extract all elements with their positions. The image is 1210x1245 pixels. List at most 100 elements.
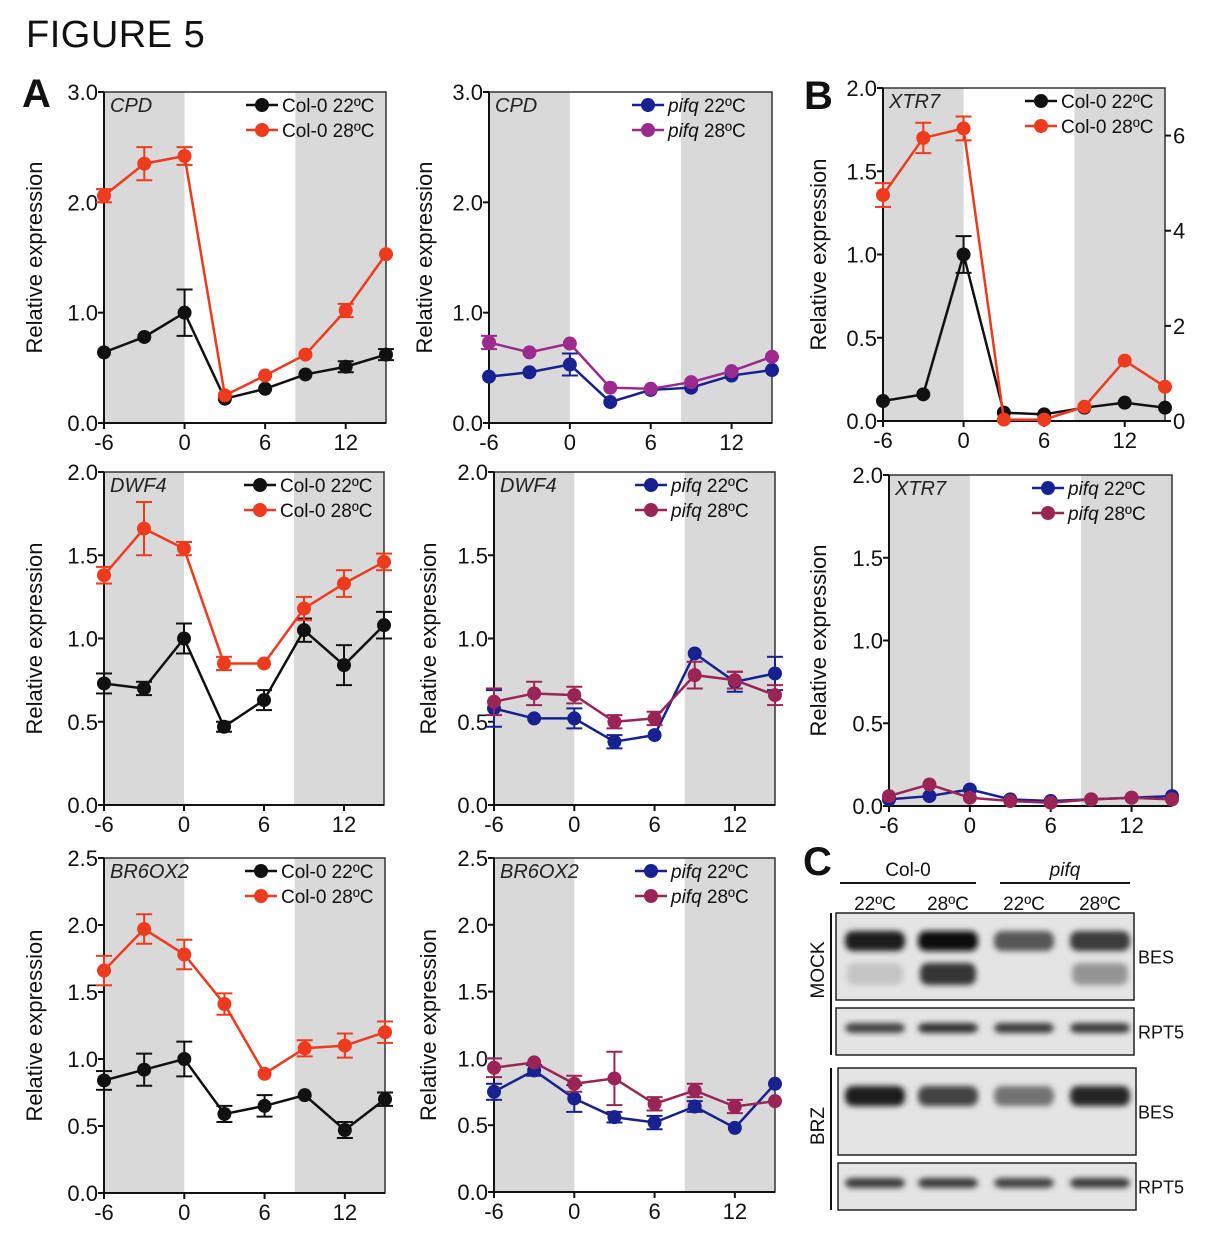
data-point (562, 336, 577, 351)
legend-label: pifq 28ºC (667, 121, 746, 142)
data-point (916, 130, 931, 145)
data-point (337, 658, 351, 673)
legend-label: Col-0 28ºC (280, 501, 372, 522)
data-point (603, 395, 618, 410)
x-tick-label: 12 (332, 812, 356, 837)
data-point (956, 247, 971, 262)
data-point (522, 345, 537, 360)
y-tick-label: 0.5 (457, 710, 488, 735)
y-tick-label: 1.5 (852, 546, 883, 571)
series-line (493, 1061, 776, 1108)
legend-marker (253, 478, 267, 492)
protein-band (994, 931, 1054, 951)
series-pifq-22-c (486, 1063, 782, 1135)
series-col-0-22-c (97, 288, 394, 406)
data-point (257, 693, 271, 708)
legend-genotype: pifq (670, 476, 702, 497)
data-point (996, 412, 1011, 427)
data-point (177, 1052, 192, 1066)
y-tick-label: 0.0 (852, 794, 883, 819)
series-col-0-28-c (96, 146, 393, 403)
data-point (137, 521, 151, 536)
y-axis-label: Relative expression (22, 162, 47, 354)
data-point (567, 1076, 582, 1091)
chart-A-DWF4-pifq: 0.0 0.5 1.0 1.5 2.0 -6 0 6 12 Relative expression… (416, 460, 783, 837)
legend-marker (254, 889, 268, 903)
x-tick-label: -6 (879, 813, 899, 838)
data-point (768, 666, 782, 681)
data-point (487, 1084, 501, 1099)
data-point (1158, 379, 1172, 394)
y-tick-label: 0.0 (846, 409, 877, 434)
y-tick-label: 1.0 (457, 1046, 488, 1071)
y-tick-label: 3.0 (67, 80, 98, 105)
data-point (378, 1092, 392, 1107)
series-col-0-28-c (875, 115, 1172, 427)
data-point (527, 1055, 542, 1070)
legend-label: pifq 28ºC (1067, 504, 1146, 525)
data-point (1077, 399, 1092, 414)
data-point (337, 1123, 352, 1138)
x-tick-label: 0 (178, 1200, 190, 1225)
protein-band (918, 1023, 978, 1033)
data-point (687, 646, 702, 661)
chart-B-XTR7-pifq: 0.0 0.5 1.0 1.5 2.0 -6 0 6 12 Relative expression… (806, 463, 1179, 838)
right-y-tick-label: 6 (1173, 124, 1185, 149)
x-tick-label: 6 (648, 1199, 660, 1224)
series-pifq-28-c (882, 777, 1179, 810)
data-point (257, 1098, 272, 1113)
right-y-tick-label: 2 (1173, 314, 1185, 339)
night-shade-band (889, 475, 970, 806)
data-point (647, 711, 662, 726)
legend-label: Col-0 22ºC (280, 476, 372, 497)
data-point (337, 1038, 352, 1053)
y-tick-label: 2.0 (452, 190, 483, 215)
data-point (298, 367, 313, 382)
data-point (956, 121, 971, 136)
y-tick-label: 2.0 (457, 460, 488, 485)
legend-label: Col-0 22ºC (1061, 92, 1153, 113)
legend-genotype: pifq (670, 887, 702, 908)
data-point (522, 365, 537, 380)
data-point (258, 381, 273, 396)
legend-temperature: 28ºC (702, 887, 749, 908)
data-point (257, 1066, 272, 1081)
right-y-tick-label: 4 (1173, 219, 1185, 244)
y-axis-label: Relative expression (416, 929, 441, 1121)
x-tick-label: -6 (94, 812, 114, 837)
data-point (137, 1062, 152, 1077)
y-tick-label: 1.5 (457, 543, 488, 568)
night-shade-band (104, 858, 185, 1193)
night-shade-band (1081, 475, 1172, 806)
legend-temperature: 22ºC (702, 476, 749, 497)
night-shade-band (104, 92, 185, 423)
protein-band (994, 1178, 1054, 1188)
data-point (97, 345, 111, 360)
data-point (338, 359, 353, 374)
data-point (1165, 792, 1179, 807)
data-point (379, 347, 393, 362)
gene-name-label: CPD (495, 95, 537, 117)
y-tick-label: 2.0 (457, 913, 488, 938)
y-tick-label: 0.0 (457, 793, 488, 818)
data-point (378, 1025, 392, 1040)
legend-label: Col-0 28ºC (282, 121, 374, 142)
y-tick-label: 0.0 (67, 1181, 98, 1206)
data-point (1037, 412, 1052, 427)
y-axis-label: Relative expression (412, 162, 437, 354)
data-point (137, 329, 152, 344)
x-tick-label: 0 (178, 812, 190, 837)
chart-A-CPD-col: 0.0 1.0 2.0 3.0 -6 0 6 12 Relative expression CPD… (22, 80, 394, 455)
x-tick-label: 0 (568, 1199, 580, 1224)
data-point (567, 1091, 582, 1106)
data-point (482, 335, 496, 350)
legend-marker (644, 889, 658, 903)
right-y-tick-label: 0 (1173, 409, 1185, 434)
data-point (97, 188, 111, 203)
series-col-0-22-c (96, 1040, 393, 1140)
genotype-label: Col-0 (885, 860, 930, 881)
data-point (962, 790, 977, 805)
x-tick-label: 6 (645, 430, 657, 455)
